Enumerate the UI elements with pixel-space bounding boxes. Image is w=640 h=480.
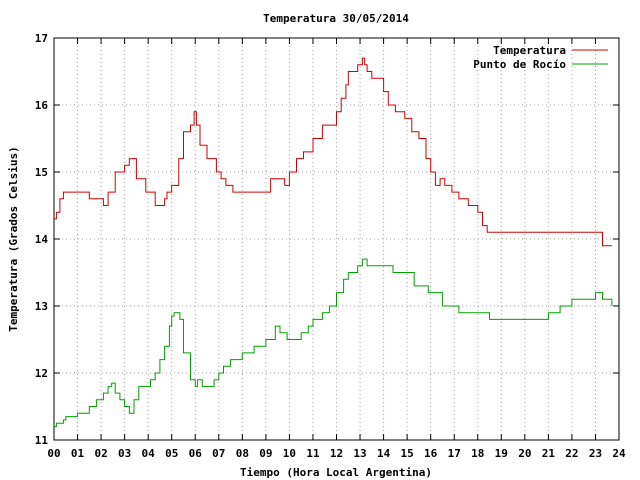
series-layer [54,57,613,428]
x-tick-label: 06 [189,447,203,460]
x-tick-label: 07 [212,447,225,460]
x-tick-label: 11 [306,447,320,460]
axis-ticks [53,37,620,441]
x-tick-label: 16 [424,447,438,460]
x-tick-label: 12 [330,447,343,460]
x-tick-label: 14 [377,447,391,460]
x-tick-label: 08 [236,447,249,460]
x-tick-label: 20 [518,447,531,460]
x-tick-label: 03 [118,447,131,460]
x-tick-label: 17 [448,447,461,460]
legend-label: Temperatura [493,44,566,57]
legend-label: Punto de Rocío [473,58,566,71]
x-axis-label: Tiempo (Hora Local Argentina) [240,466,432,479]
x-tick-label: 01 [71,447,85,460]
x-tick-label: 05 [165,447,178,460]
y-tick-label: 14 [35,233,49,246]
y-tick-label: 11 [35,434,49,447]
grid [54,38,619,440]
x-tick-label: 04 [142,447,156,460]
x-tick-label: 23 [589,447,602,460]
x-tick-label: 09 [259,447,272,460]
x-tick-label: 00 [47,447,60,460]
x-tick-label: 02 [94,447,107,460]
x-tick-label: 15 [401,447,414,460]
x-tick-label: 18 [471,447,484,460]
y-tick-label: 13 [35,300,48,313]
series-line-temperatura [54,57,612,247]
x-tick-label: 21 [542,447,556,460]
y-tick-label: 12 [35,367,48,380]
y-tick-label: 16 [35,99,49,112]
series-line-punto-de-rocio [54,258,613,428]
x-tick-labels: 00 01 02 03 04 05 06 07 08 09 10 11 12 13 14 15 16 17 18 19… [47,447,626,460]
x-tick-label: 19 [495,447,508,460]
x-tick-label: 24 [612,447,626,460]
x-tick-label: 10 [283,447,296,460]
x-tick-label: 22 [565,447,578,460]
y-tick-label: 17 [35,32,48,45]
y-tick-labels: 11 12 13 14 15 16 17 [35,32,49,447]
chart-title: Temperatura 30/05/2014 [263,12,409,25]
y-tick-label: 15 [35,166,48,179]
x-tick-label: 13 [353,447,366,460]
y-axis-label: Temperatura (Grados Celsius) [7,146,20,331]
